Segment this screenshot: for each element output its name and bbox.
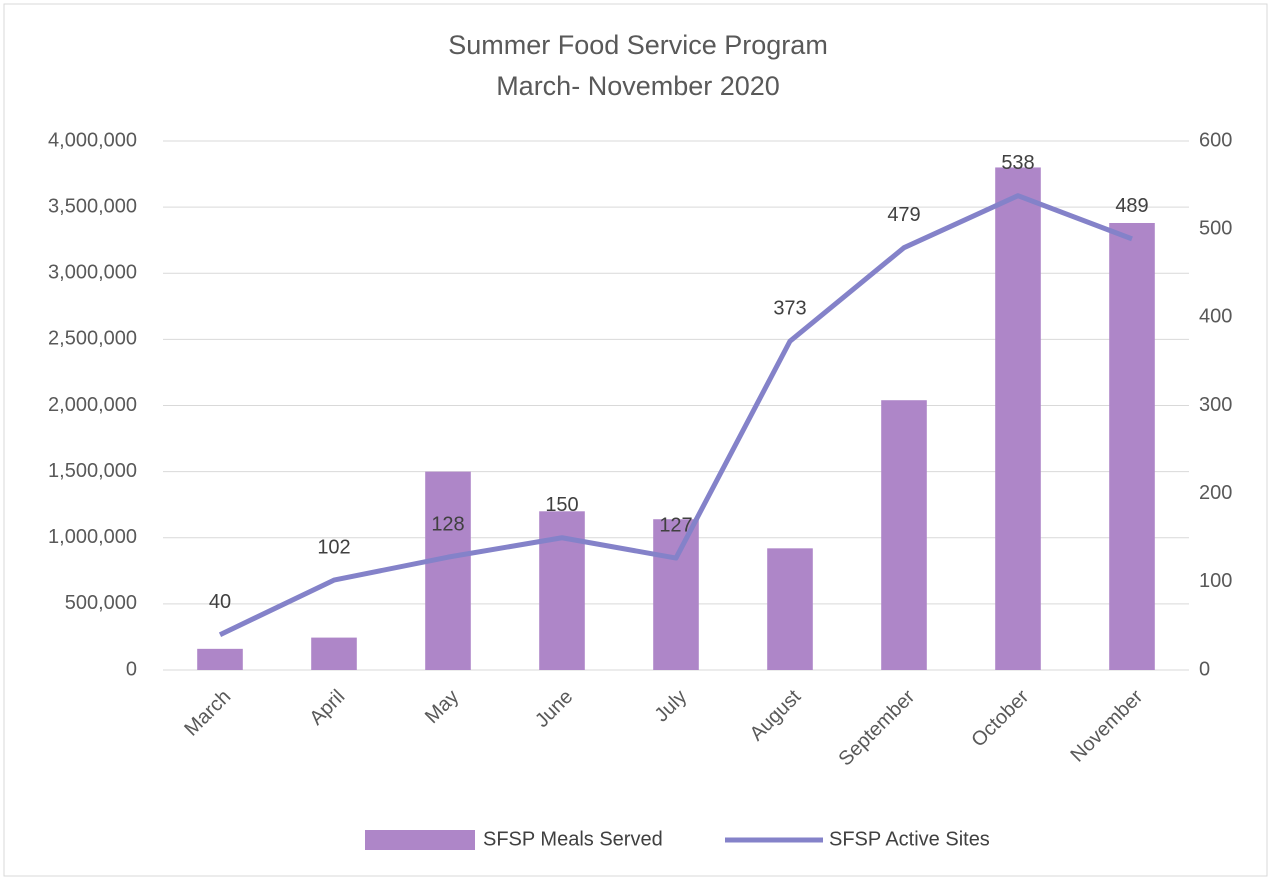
bar: [881, 400, 927, 670]
y2-tick-label: 600: [1199, 129, 1232, 151]
chart-title: Summer Food Service Program: [448, 30, 828, 60]
y-tick-label: 1,000,000: [48, 526, 137, 548]
y-tick-label: 1,500,000: [48, 460, 137, 482]
bar: [767, 548, 813, 670]
bar: [995, 167, 1041, 670]
y2-tick-label: 0: [1199, 658, 1210, 680]
y2-tick-label: 500: [1199, 217, 1232, 239]
data-label: 127: [659, 514, 692, 536]
y-tick-label: 2,000,000: [48, 394, 137, 416]
data-label: 373: [773, 297, 806, 319]
y-tick-label: 4,000,000: [48, 129, 137, 151]
bar: [1109, 222, 1155, 670]
legend-label: SFSP Active Sites: [829, 828, 990, 850]
bar: [653, 519, 699, 670]
data-label: 128: [431, 513, 464, 535]
y2-tick-label: 300: [1199, 394, 1232, 416]
legend-swatch: [365, 830, 475, 850]
y2-tick-label: 400: [1199, 306, 1232, 328]
chart-subtitle: March- November 2020: [496, 71, 780, 101]
bar: [197, 648, 243, 670]
data-label: 479: [887, 204, 920, 226]
y2-tick-label: 200: [1199, 482, 1232, 504]
line: [218, 193, 1133, 637]
data-label: 40: [209, 591, 231, 613]
data-label: 538: [1001, 152, 1034, 174]
chart-frame: [3, 3, 1268, 877]
y2-tick-label: 100: [1199, 570, 1232, 592]
y-tick-label: 3,000,000: [48, 262, 137, 284]
y-tick-label: 3,500,000: [48, 195, 137, 217]
data-label: 489: [1115, 195, 1148, 217]
y-tick-label: 0: [126, 658, 137, 680]
y-tick-label: 500,000: [65, 592, 137, 614]
bar: [425, 471, 471, 670]
bar: [311, 637, 357, 670]
legend-label: SFSP Meals Served: [483, 828, 663, 850]
data-label: 150: [545, 494, 578, 516]
data-label: 102: [317, 536, 350, 558]
y-tick-label: 2,500,000: [48, 328, 137, 350]
bar: [539, 511, 585, 670]
